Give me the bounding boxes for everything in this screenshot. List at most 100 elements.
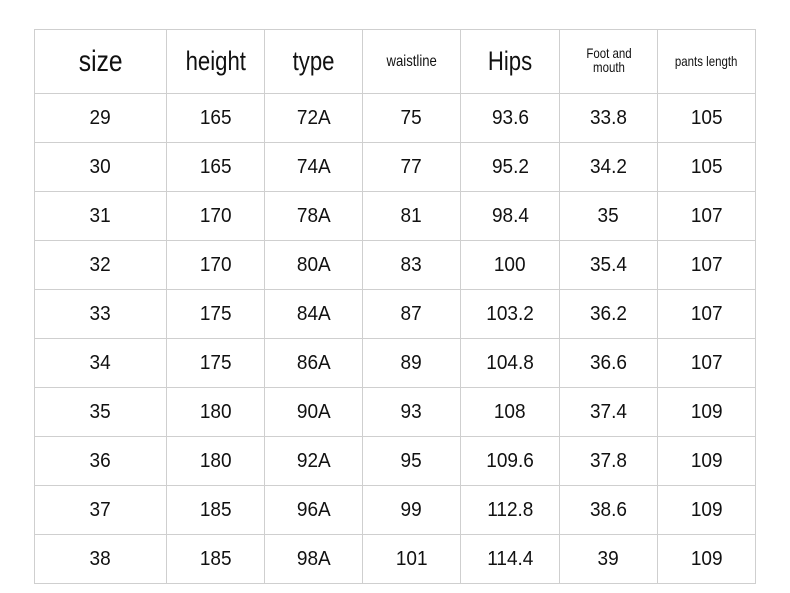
cell-value: 30 bbox=[89, 155, 112, 178]
cell-value: 78A bbox=[296, 204, 331, 227]
table-cell: 185 bbox=[166, 534, 265, 584]
table-cell: 165 bbox=[166, 142, 265, 192]
cell-value: 37.4 bbox=[590, 400, 627, 423]
cell-value: 93.6 bbox=[491, 106, 529, 129]
table-cell: 81 bbox=[362, 191, 461, 241]
header-label: waistline bbox=[386, 52, 437, 70]
table-cell: 108 bbox=[460, 387, 560, 437]
cell-value: 165 bbox=[199, 106, 232, 129]
table-cell: 38 bbox=[34, 534, 167, 584]
cell-value: 36 bbox=[89, 449, 112, 472]
table-cell: 103.2 bbox=[460, 289, 560, 339]
header-label: size bbox=[78, 44, 123, 78]
cell-value: 104.8 bbox=[486, 351, 534, 374]
table-cell: 36.2 bbox=[559, 289, 658, 339]
cell-value: 37 bbox=[89, 498, 112, 521]
cell-value: 39 bbox=[597, 547, 620, 570]
table-row: 33 175 84A 87 103.2 36.2 107 bbox=[34, 289, 756, 339]
table-cell: 105 bbox=[657, 142, 756, 192]
header-label: pants length bbox=[675, 52, 738, 69]
table-cell: 33 bbox=[34, 289, 167, 339]
cell-value: 185 bbox=[199, 547, 232, 570]
table-row: 36 180 92A 95 109.6 37.8 109 bbox=[34, 436, 756, 486]
header-pants-length: pants length bbox=[657, 29, 756, 94]
table-cell: 107 bbox=[657, 240, 756, 290]
cell-value: 35 bbox=[89, 400, 112, 423]
table-row: 30 165 74A 77 95.2 34.2 105 bbox=[34, 142, 756, 192]
cell-value: 34.2 bbox=[590, 155, 627, 178]
table-cell: 109 bbox=[657, 485, 756, 535]
table-cell: 93.6 bbox=[460, 93, 560, 143]
cell-value: 29 bbox=[89, 106, 112, 129]
table-cell: 78A bbox=[264, 191, 363, 241]
cell-value: 34 bbox=[89, 351, 112, 374]
table-cell: 36 bbox=[34, 436, 167, 486]
cell-value: 98.4 bbox=[491, 204, 529, 227]
header-label: height bbox=[185, 46, 246, 77]
table-cell: 89 bbox=[362, 338, 461, 388]
cell-value: 93 bbox=[400, 400, 423, 423]
table-cell: 30 bbox=[34, 142, 167, 192]
table-cell: 87 bbox=[362, 289, 461, 339]
cell-value: 35.4 bbox=[590, 253, 627, 276]
cell-value: 77 bbox=[400, 155, 423, 178]
table-cell: 39 bbox=[559, 534, 658, 584]
table-cell: 72A bbox=[264, 93, 363, 143]
table-cell: 31 bbox=[34, 191, 167, 241]
cell-value: 96A bbox=[296, 498, 331, 521]
cell-value: 175 bbox=[199, 302, 232, 325]
cell-value: 92A bbox=[296, 449, 331, 472]
header-row: size height type waistline Hips Foot and… bbox=[34, 29, 756, 94]
table-cell: 90A bbox=[264, 387, 363, 437]
table-cell: 165 bbox=[166, 93, 265, 143]
table-cell: 37 bbox=[34, 485, 167, 535]
table-cell: 38.6 bbox=[559, 485, 658, 535]
table-cell: 101 bbox=[362, 534, 461, 584]
table-row: 31 170 78A 81 98.4 35 107 bbox=[34, 191, 756, 241]
table-cell: 98.4 bbox=[460, 191, 560, 241]
table-row: 32 170 80A 83 100 35.4 107 bbox=[34, 240, 756, 290]
cell-value: 180 bbox=[199, 449, 232, 472]
header-foot-and-mouth: Foot and mouth bbox=[559, 29, 658, 94]
cell-value: 32 bbox=[89, 253, 112, 276]
table-row: 35 180 90A 93 108 37.4 109 bbox=[34, 387, 756, 437]
cell-value: 81 bbox=[400, 204, 423, 227]
table-row: 34 175 86A 89 104.8 36.6 107 bbox=[34, 338, 756, 388]
table-cell: 80A bbox=[264, 240, 363, 290]
table-cell: 107 bbox=[657, 289, 756, 339]
cell-value: 101 bbox=[395, 547, 428, 570]
cell-value: 95 bbox=[400, 449, 423, 472]
table-cell: 34.2 bbox=[559, 142, 658, 192]
table-cell: 107 bbox=[657, 338, 756, 388]
table-cell: 98A bbox=[264, 534, 363, 584]
table-cell: 114.4 bbox=[460, 534, 560, 584]
cell-value: 80A bbox=[296, 253, 331, 276]
table-cell: 170 bbox=[166, 191, 265, 241]
cell-value: 75 bbox=[400, 106, 423, 129]
table-cell: 175 bbox=[166, 338, 265, 388]
cell-value: 109 bbox=[690, 498, 723, 521]
header-type: type bbox=[264, 29, 363, 94]
cell-value: 105 bbox=[690, 155, 723, 178]
cell-value: 107 bbox=[690, 351, 723, 374]
header-size: size bbox=[34, 29, 167, 94]
table-cell: 74A bbox=[264, 142, 363, 192]
table-cell: 84A bbox=[264, 289, 363, 339]
cell-value: 89 bbox=[400, 351, 423, 374]
table-cell: 34 bbox=[34, 338, 167, 388]
cell-value: 38 bbox=[89, 547, 112, 570]
cell-value: 83 bbox=[400, 253, 423, 276]
cell-value: 36.6 bbox=[590, 351, 627, 374]
table-cell: 107 bbox=[657, 191, 756, 241]
cell-value: 109 bbox=[690, 547, 723, 570]
header-label: type bbox=[292, 46, 335, 77]
table-cell: 105 bbox=[657, 93, 756, 143]
table-cell: 109 bbox=[657, 436, 756, 486]
table-cell: 185 bbox=[166, 485, 265, 535]
table-cell: 75 bbox=[362, 93, 461, 143]
table-cell: 86A bbox=[264, 338, 363, 388]
table-cell: 109.6 bbox=[460, 436, 560, 486]
table-cell: 95.2 bbox=[460, 142, 560, 192]
cell-value: 107 bbox=[690, 302, 723, 325]
cell-value: 165 bbox=[199, 155, 232, 178]
